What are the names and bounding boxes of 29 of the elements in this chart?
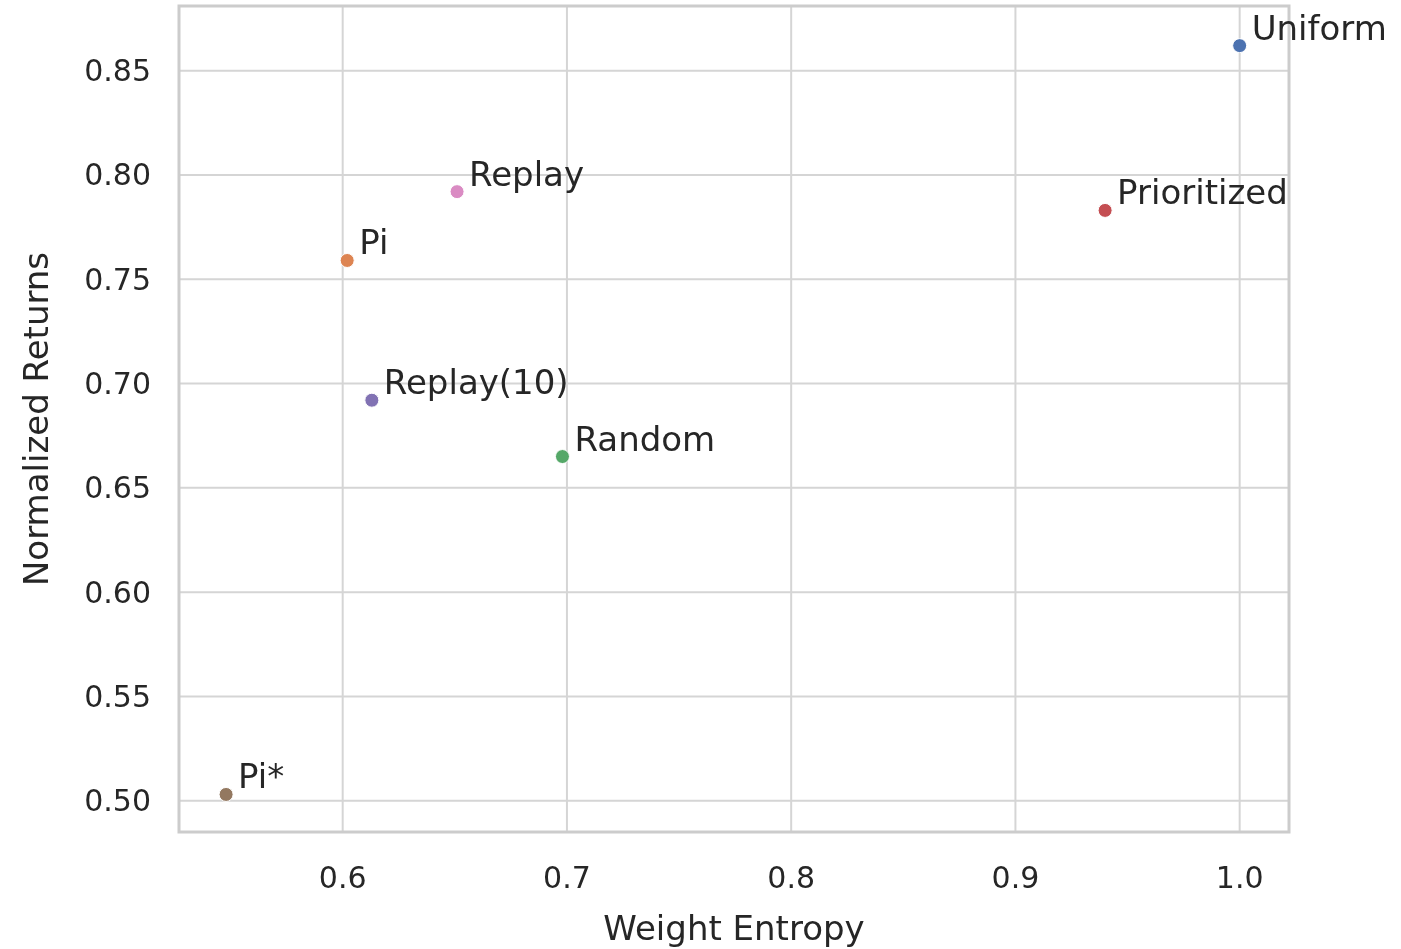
series-label: Random	[574, 418, 716, 459]
series-label: Uniform	[1251, 7, 1387, 48]
y-tick-label: 0.70	[84, 366, 151, 402]
x-tick-label: 0.7	[543, 860, 591, 895]
x-axis-title: Weight Entropy	[603, 908, 865, 948]
series-label: Replay	[469, 153, 585, 194]
y-tick-label: 0.65	[84, 470, 151, 506]
y-axis-title: Normalized Returns	[16, 251, 56, 587]
point	[554, 449, 570, 465]
y-tick-label: 0.80	[84, 157, 151, 193]
y-tick-label: 0.55	[84, 678, 151, 714]
point	[218, 786, 234, 802]
series-label: Pi*	[238, 756, 285, 797]
x-tick-label: 0.6	[318, 860, 367, 895]
point	[1232, 38, 1248, 54]
point	[1097, 202, 1113, 218]
y-tick-label: 0.60	[84, 574, 151, 610]
x-tick-label: 0.9	[991, 860, 1040, 895]
point	[364, 392, 380, 408]
x-tick-label: 0.8	[767, 860, 816, 895]
y-tick-label: 0.75	[84, 261, 151, 297]
series-label: Replay(10)	[383, 362, 569, 403]
point	[449, 184, 465, 200]
point	[339, 252, 355, 268]
x-tick-label: 1.0	[1215, 860, 1264, 895]
series-label: Pi	[359, 222, 389, 263]
series-label: Prioritized	[1117, 172, 1288, 213]
y-tick-label: 0.85	[84, 53, 151, 89]
y-tick-label: 0.50	[84, 783, 151, 819]
